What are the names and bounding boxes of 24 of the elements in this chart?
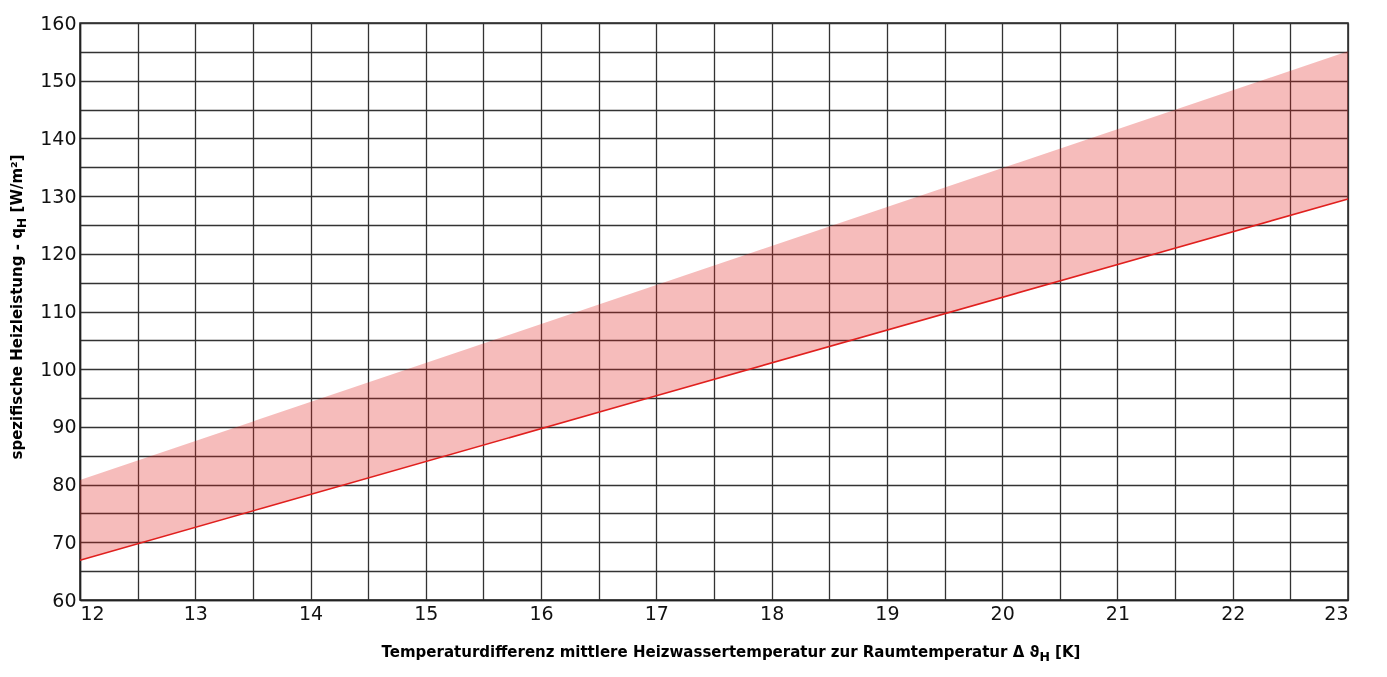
x-tick-label: 16 <box>529 601 554 624</box>
x-axis-title: Temperaturdifferenz mittlere Heizwassertemperatur zur Raumtemperatur Δ ϑ$_{H}$ [K] <box>381 642 1081 664</box>
y-tick-label: 110 <box>40 300 77 322</box>
y-tick-label: 120 <box>40 242 77 265</box>
y-tick-label: 80 <box>52 473 77 496</box>
x-tick-label: 20 <box>990 601 1015 624</box>
x-tick-label: 21 <box>1105 601 1131 624</box>
x-tick-label: 12 <box>80 601 105 624</box>
x-tick-label: 13 <box>183 601 208 624</box>
y-tick-label: 100 <box>40 357 77 380</box>
x-tick-label: 14 <box>298 601 324 624</box>
x-tick-label: 19 <box>875 601 900 624</box>
y-tick-label: 150 <box>40 69 77 92</box>
y-tick-label: 130 <box>40 184 77 207</box>
x-tick-label: 18 <box>760 601 785 624</box>
x-tick-label: 23 <box>1324 601 1349 624</box>
y-tick-label: 60 <box>52 588 77 611</box>
y-tick-label: 70 <box>52 530 77 553</box>
y-tick-label: 160 <box>40 11 77 34</box>
y-tick-label: 140 <box>40 126 77 149</box>
x-tick-label: 22 <box>1221 601 1246 624</box>
x-tick-label: 17 <box>644 601 669 624</box>
x-tick-label: 15 <box>414 601 439 624</box>
y-tick-label: 90 <box>52 415 77 438</box>
